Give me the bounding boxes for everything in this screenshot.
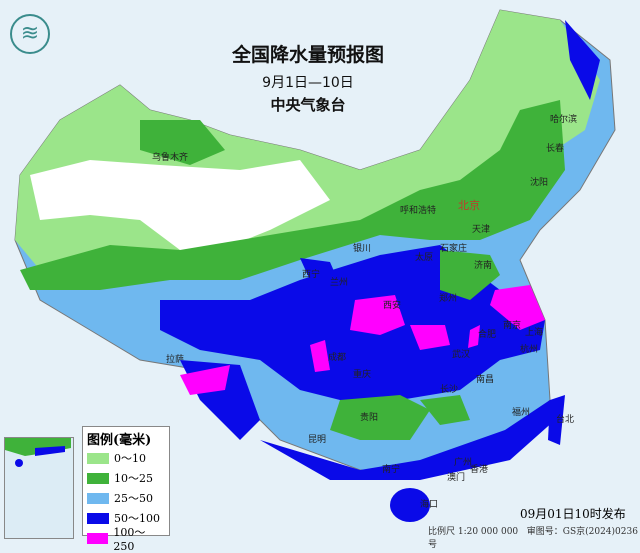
city-label: 乌鲁木齐: [152, 153, 189, 163]
city-label: 兰州: [330, 278, 349, 288]
city-label: 重庆: [353, 370, 372, 380]
south-china-sea-inset: [4, 437, 74, 539]
city-label: 海口: [420, 500, 439, 510]
scale-and-review: 比例尺 1:20 000 000 审图号：GS京(2024)0236号: [428, 524, 640, 550]
city-label: 天津: [472, 225, 491, 235]
city-label: 澳门: [447, 473, 466, 483]
city-label: 呼和浩特: [400, 206, 437, 216]
city-label: 成都: [328, 353, 347, 363]
agency: 中央气象台: [270, 96, 346, 114]
city-label: 台北: [556, 415, 575, 425]
legend-label: 10～25: [114, 472, 153, 485]
cma-logo: ≋: [10, 14, 50, 54]
city-label: 西宁: [302, 270, 321, 280]
city-label: 太原: [415, 253, 434, 263]
city-label: 长沙: [440, 385, 459, 395]
legend-item: 50～100: [87, 508, 165, 528]
legend: 图例(毫米) 0～10 10～25 25～50 50～100 100～250: [82, 426, 170, 553]
city-label: 南宁: [382, 465, 401, 475]
city-label: 南昌: [476, 375, 495, 385]
city-label: 石家庄: [440, 244, 468, 254]
zone-10-25: [20, 100, 565, 290]
legend-title: 图例(毫米): [87, 433, 152, 448]
legend-swatch: [87, 472, 109, 484]
city-label-capital: 北京: [458, 199, 480, 212]
city-label: 广州: [454, 458, 473, 468]
city-label: 昆明: [308, 435, 327, 445]
city-label: 郑州: [439, 294, 458, 304]
city-label: 长春: [546, 144, 565, 154]
legend-label: 50～100: [114, 512, 160, 525]
legend-swatch: [87, 492, 109, 504]
city-label: 济南: [474, 261, 493, 271]
legend-label: 25～50: [114, 492, 153, 505]
scale-text: 比例尺 1:20 000 000: [428, 527, 519, 537]
publish-time: 09月01日10时发布: [520, 507, 626, 521]
city-label: 银川: [353, 244, 372, 254]
city-label: 杭州: [520, 345, 539, 355]
city-label: 福州: [512, 408, 531, 418]
city-label: 沈阳: [530, 178, 549, 188]
city-label: 哈尔滨: [550, 115, 578, 125]
zone-no-rain: [30, 160, 330, 250]
legend-label: 100～250: [113, 525, 146, 553]
map-title: 全国降水量预报图: [231, 44, 384, 66]
legend-swatch: [87, 452, 109, 464]
legend-item: 100～250: [87, 526, 165, 553]
precipitation-map: [14, 9, 616, 522]
city-label: 香港: [470, 465, 489, 475]
city-label: 贵阳: [360, 413, 379, 423]
legend-swatch: [87, 532, 109, 544]
legend-swatch: [87, 512, 109, 524]
legend-item: 10～25: [87, 468, 165, 488]
city-label: 南京: [503, 321, 522, 331]
legend-item: 25～50: [87, 488, 165, 508]
zone-100-250: [350, 295, 405, 335]
legend-item: 0～10: [87, 448, 165, 468]
city-label: 武汉: [452, 350, 471, 360]
forecast-period: 9月1日—10日: [262, 75, 354, 91]
legend-label: 0～10: [114, 452, 146, 465]
city-label: 西安: [383, 301, 402, 311]
city-label: 拉萨: [166, 355, 185, 365]
city-label: 合肥: [478, 330, 497, 340]
city-label: 上海: [525, 328, 544, 338]
